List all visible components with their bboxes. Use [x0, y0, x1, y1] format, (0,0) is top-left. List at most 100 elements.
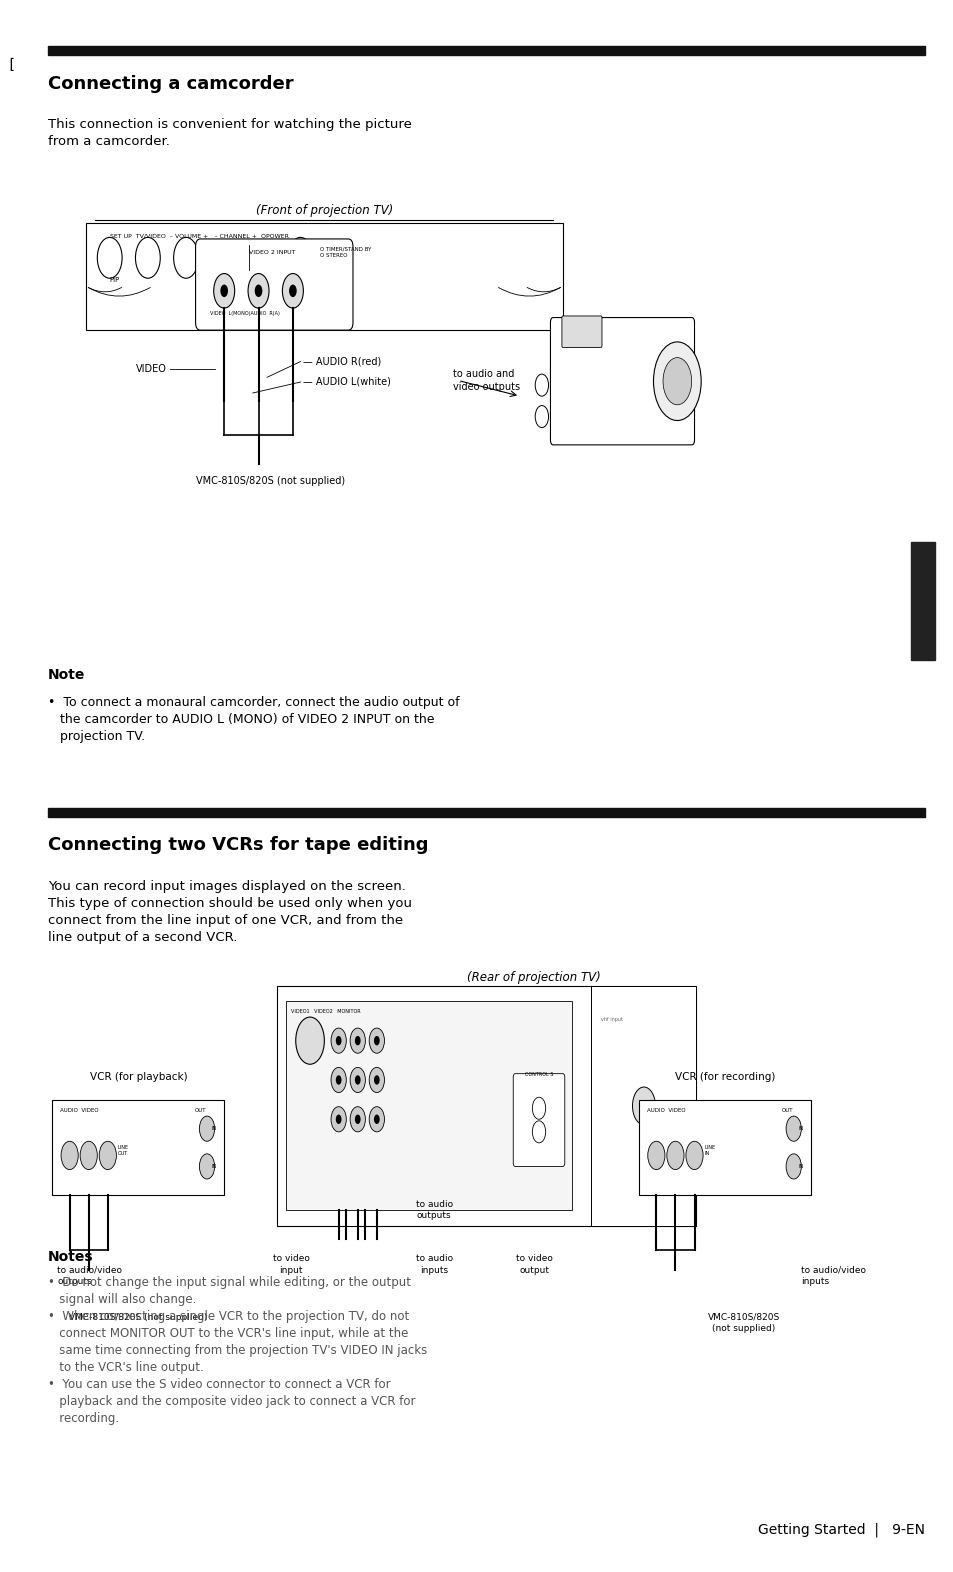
Circle shape: [199, 1154, 214, 1179]
Text: PIP: PIP: [110, 277, 120, 283]
Circle shape: [335, 1075, 341, 1085]
Text: — AUDIO L(white): — AUDIO L(white): [303, 377, 391, 387]
Text: VCR (for playback): VCR (for playback): [90, 1072, 187, 1082]
Text: Connecting two VCRs for tape editing: Connecting two VCRs for tape editing: [48, 836, 428, 854]
Circle shape: [199, 1116, 214, 1141]
Circle shape: [350, 1028, 365, 1053]
Circle shape: [173, 237, 198, 278]
Text: Connecting a camcorder: Connecting a camcorder: [48, 75, 293, 93]
Text: LINE
IN: LINE IN: [703, 1146, 715, 1155]
Text: to audio and
video outputs: to audio and video outputs: [453, 369, 519, 391]
Text: VIDEO  L(MONO)AUDIO  R(A): VIDEO L(MONO)AUDIO R(A): [210, 311, 279, 316]
Text: (Front of projection TV): (Front of projection TV): [255, 204, 393, 217]
Text: IN: IN: [212, 1126, 217, 1132]
FancyBboxPatch shape: [550, 318, 694, 445]
FancyBboxPatch shape: [52, 1100, 224, 1195]
Circle shape: [331, 1067, 346, 1093]
Text: AUDIO  VIDEO: AUDIO VIDEO: [646, 1108, 684, 1113]
Text: •  Do not change the input signal while editing, or the output
   signal will al: • Do not change the input signal while e…: [48, 1276, 427, 1426]
Circle shape: [80, 1141, 97, 1170]
Circle shape: [331, 1107, 346, 1132]
Text: IN: IN: [212, 1163, 217, 1170]
Text: •  To connect a monaural camcorder, connect the audio output of
   the camcorder: • To connect a monaural camcorder, conne…: [48, 696, 458, 744]
Text: Note: Note: [48, 668, 85, 682]
Circle shape: [135, 237, 160, 278]
Bar: [48, 46, 924, 55]
FancyBboxPatch shape: [286, 1001, 572, 1210]
Circle shape: [532, 1097, 545, 1119]
Circle shape: [355, 1115, 360, 1124]
Text: VIDEO1   VIDEO2   MONITOR: VIDEO1 VIDEO2 MONITOR: [291, 1009, 360, 1014]
Text: CONTROL S: CONTROL S: [524, 1072, 553, 1077]
Circle shape: [374, 1036, 379, 1045]
Circle shape: [374, 1075, 379, 1085]
Text: to audio/video
inputs: to audio/video inputs: [801, 1265, 865, 1286]
Circle shape: [666, 1141, 683, 1170]
Circle shape: [295, 1017, 324, 1064]
Text: to audio/video
outputs: to audio/video outputs: [57, 1265, 122, 1286]
Circle shape: [632, 1088, 655, 1126]
FancyBboxPatch shape: [195, 239, 353, 330]
Circle shape: [369, 1107, 384, 1132]
Circle shape: [282, 274, 303, 308]
Text: vhf input: vhf input: [600, 1017, 622, 1022]
Text: SET UP  TV/VIDEO  – VOLUME +   – CHANNEL +  OPOWER: SET UP TV/VIDEO – VOLUME + – CHANNEL + O…: [110, 233, 289, 239]
Text: VMC-810S/820S
(not supplied): VMC-810S/820S (not supplied): [707, 1313, 780, 1333]
Bar: [910, 542, 934, 660]
Circle shape: [61, 1141, 78, 1170]
Circle shape: [647, 1141, 664, 1170]
FancyBboxPatch shape: [561, 316, 601, 347]
Text: OUT: OUT: [781, 1108, 792, 1113]
Circle shape: [254, 285, 262, 297]
Circle shape: [288, 237, 313, 278]
Text: to audio
outputs: to audio outputs: [416, 1199, 452, 1220]
FancyBboxPatch shape: [213, 242, 283, 274]
Text: VMC-810S/820S (not supplied): VMC-810S/820S (not supplied): [195, 476, 344, 486]
Text: to video
output: to video output: [516, 1254, 552, 1275]
Circle shape: [785, 1116, 801, 1141]
Text: Getting Started  |   9-EN: Getting Started | 9-EN: [758, 1523, 924, 1537]
Circle shape: [355, 1036, 360, 1045]
FancyBboxPatch shape: [639, 1100, 810, 1195]
Circle shape: [350, 1067, 365, 1093]
FancyBboxPatch shape: [86, 223, 562, 330]
Text: IN: IN: [798, 1163, 803, 1170]
Circle shape: [220, 285, 228, 297]
Text: OUT: OUT: [194, 1108, 206, 1113]
Text: IN: IN: [798, 1126, 803, 1132]
Circle shape: [369, 1067, 384, 1093]
Text: VIDEO 2 INPUT: VIDEO 2 INPUT: [249, 250, 294, 255]
Circle shape: [535, 374, 548, 396]
Circle shape: [335, 1036, 341, 1045]
Text: ]: ]: [7, 55, 12, 69]
Circle shape: [97, 237, 122, 278]
FancyBboxPatch shape: [513, 1074, 564, 1166]
Circle shape: [785, 1154, 801, 1179]
Circle shape: [369, 1028, 384, 1053]
Circle shape: [662, 358, 691, 404]
Circle shape: [331, 1028, 346, 1053]
Text: to audio
inputs: to audio inputs: [416, 1254, 452, 1275]
Text: This connection is convenient for watching the picture
from a camcorder.: This connection is convenient for watchi…: [48, 118, 411, 148]
Bar: [48, 808, 924, 817]
Text: LINE
OUT: LINE OUT: [117, 1146, 129, 1155]
Text: — AUDIO R(red): — AUDIO R(red): [303, 357, 381, 366]
Text: to video
input: to video input: [273, 1254, 309, 1275]
Text: VCR (for recording): VCR (for recording): [674, 1072, 775, 1082]
Circle shape: [653, 341, 700, 420]
FancyBboxPatch shape: [276, 986, 696, 1226]
Text: VIDEO: VIDEO: [136, 365, 167, 374]
Text: Notes: Notes: [48, 1250, 93, 1264]
Circle shape: [355, 1075, 360, 1085]
Circle shape: [685, 1141, 702, 1170]
Circle shape: [350, 1107, 365, 1132]
Circle shape: [535, 406, 548, 428]
Text: AUDIO  VIDEO: AUDIO VIDEO: [60, 1108, 98, 1113]
Text: You can record input images displayed on the screen.
This type of connection sho: You can record input images displayed on…: [48, 880, 412, 945]
Circle shape: [335, 1115, 341, 1124]
Circle shape: [248, 274, 269, 308]
Circle shape: [289, 285, 296, 297]
Circle shape: [213, 274, 234, 308]
Circle shape: [532, 1121, 545, 1143]
Text: VMC-810S/820S (not supplied): VMC-810S/820S (not supplied): [69, 1313, 208, 1322]
